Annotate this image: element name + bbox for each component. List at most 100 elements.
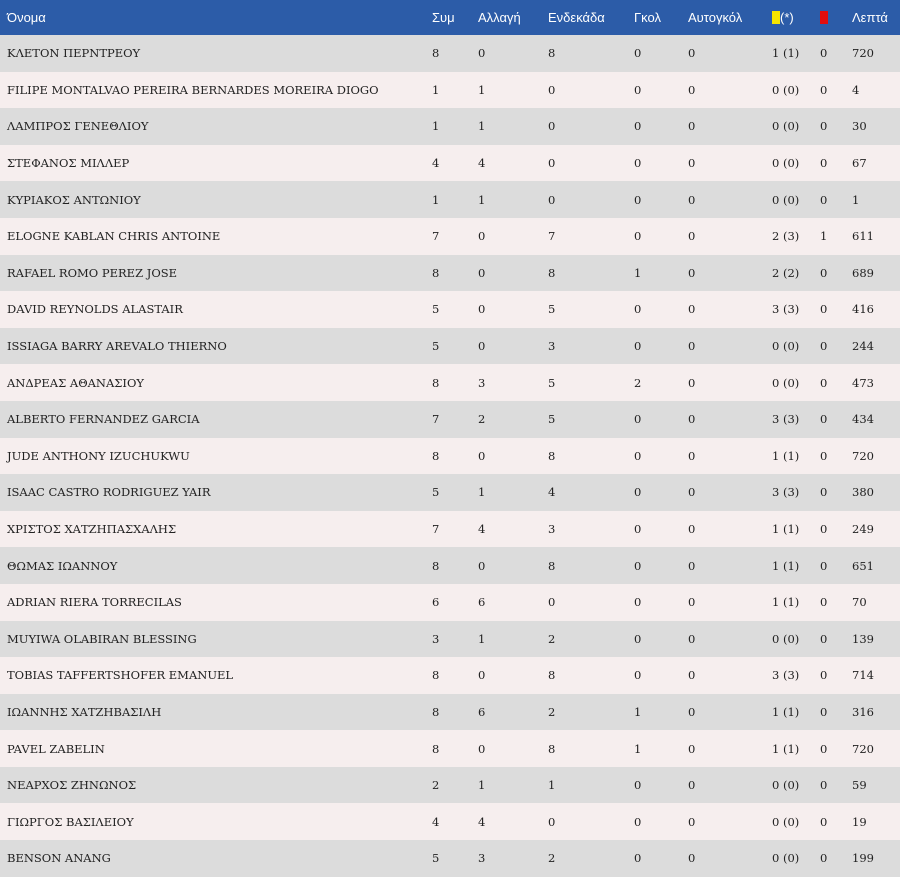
header-cell[interactable] xyxy=(813,0,845,35)
player-name[interactable]: TOBIAS TAFFERTSHOFER EMANUEL xyxy=(7,668,234,683)
stat-cell: 3 xyxy=(548,522,556,537)
stat-cell: 5 xyxy=(432,302,440,317)
header-cell[interactable]: Λεπτά xyxy=(852,10,888,25)
player-name[interactable]: ΧΡΙΣΤΟΣ ΧΑΤΖΗΠΑΣΧΑΛΗΣ xyxy=(7,522,177,537)
stat-cell: 0 xyxy=(634,412,642,427)
stat-cell: 199 xyxy=(852,851,874,866)
player-name[interactable]: ΣΤΕΦΑΝΟΣ ΜΙΛΛΕΡ xyxy=(7,156,130,171)
player-name[interactable]: MUYIWA OLABIRAN BLESSING xyxy=(7,631,197,646)
player-name[interactable]: ADRIAN RIERA TORRECILAS xyxy=(7,595,182,610)
stat-cell: 67 xyxy=(852,156,867,171)
stat-cell: 0 (0) xyxy=(772,631,800,646)
stat-cell: 1 (1) xyxy=(772,704,800,719)
player-name[interactable]: ΝΕΑΡΧΟΣ ΖΗΝΩΝΟΣ xyxy=(7,778,137,793)
stat-cell: 0 xyxy=(634,448,642,463)
stat-cell: 0 xyxy=(688,851,696,866)
player-name[interactable]: DAVID REYNOLDS ALASTAIR xyxy=(7,302,183,317)
player-row: ΚΛΕΤΟΝ ΠΕΡΝΤΡΕΟΥ 8 0 8 0 0 1 (1) 0 720 xyxy=(0,35,900,72)
header-cell[interactable]: Ενδεκάδα xyxy=(548,10,605,25)
header-cell[interactable]: Συμ xyxy=(432,10,455,25)
stat-cell: 0 xyxy=(820,851,828,866)
stat-cell: 720 xyxy=(852,741,874,756)
header-cell[interactable]: Όνομα xyxy=(7,10,46,25)
player-name[interactable]: BENSON ANANG xyxy=(7,851,111,866)
stat-cell: 0 (0) xyxy=(772,82,800,97)
player-name[interactable]: ISSIAGA BARRY AREVALO THIERNO xyxy=(7,339,227,354)
stat-cell: 4 xyxy=(432,814,440,829)
stat-cell: 0 xyxy=(688,485,696,500)
stat-cell: 0 xyxy=(688,814,696,829)
player-name[interactable]: ELOGNE KABLAN CHRIS ANTOINE xyxy=(7,229,221,244)
player-row: ΓΙΩΡΓΟΣ ΒΑΣΙΛΕΙΟΥ 4 4 0 0 0 0 (0) 0 19 xyxy=(0,803,900,841)
stat-cell: 0 xyxy=(688,412,696,427)
stat-cell: 0 xyxy=(688,448,696,463)
stat-cell: 2 (3) xyxy=(772,229,800,244)
stat-cell: 611 xyxy=(852,229,874,244)
stat-cell: 4 xyxy=(478,522,486,537)
table-header: Όνομα Συμ Αλλαγή Ενδεκάδα Γκολ Αυτογκόλ … xyxy=(0,0,900,35)
header-cell[interactable]: Γκολ xyxy=(634,10,661,25)
stat-cell: 0 (0) xyxy=(772,778,800,793)
stat-cell: 0 xyxy=(820,119,828,134)
player-name[interactable]: ΑΝΔΡΕΑΣ ΑΘΑΝΑΣΙΟΥ xyxy=(7,375,144,390)
stat-cell: 416 xyxy=(852,302,874,317)
stat-cell: 0 xyxy=(820,46,828,61)
player-name[interactable]: ΚΛΕΤΟΝ ΠΕΡΝΤΡΕΟΥ xyxy=(7,46,141,61)
stat-cell: 1 xyxy=(478,778,486,793)
stat-cell: 0 xyxy=(478,448,486,463)
player-name[interactable]: ΛΑΜΠΡΟΣ ΓΕΝΕΘΛΙΟΥ xyxy=(7,119,149,134)
stat-cell: 0 xyxy=(548,192,556,207)
stat-cell: 8 xyxy=(548,668,556,683)
player-name[interactable]: ΙΩΑΝΝΗΣ ΧΑΤΖΗΒΑΣΙΛΗ xyxy=(7,704,162,719)
header-cell[interactable]: Αυτογκόλ xyxy=(688,10,743,25)
stat-cell: 0 xyxy=(688,558,696,573)
stat-cell: 1 xyxy=(478,192,486,207)
player-name[interactable]: JUDE ANTHONY IZUCHUKWU xyxy=(7,448,190,463)
stat-cell: 0 xyxy=(820,668,828,683)
stat-cell: 8 xyxy=(548,448,556,463)
player-name[interactable]: FILIPE MONTALVAO PEREIRA BERNARDES MOREI… xyxy=(7,82,379,97)
player-name[interactable]: ISAAC CASTRO RODRIGUEZ YAIR xyxy=(7,485,211,500)
stat-cell: 0 xyxy=(820,82,828,97)
stat-cell: 0 (0) xyxy=(772,156,800,171)
stat-cell: 0 xyxy=(548,814,556,829)
player-row: ISAAC CASTRO RODRIGUEZ YAIR 5 1 4 0 0 3 (3) 0 38… xyxy=(0,474,900,511)
player-row: JUDE ANTHONY IZUCHUKWU 8 0 8 0 0 1 (1) 0 720 xyxy=(0,437,900,475)
stat-cell: 0 xyxy=(634,595,642,610)
player-name[interactable]: ΓΙΩΡΓΟΣ ΒΑΣΙΛΕΙΟΥ xyxy=(7,814,134,829)
player-row: ΘΩΜΑΣ ΙΩΑΝΝΟΥ 8 0 8 0 0 1 (1) 0 651 xyxy=(0,547,900,584)
stat-cell: 0 xyxy=(820,704,828,719)
stat-cell: 1 xyxy=(634,704,642,719)
stat-cell: 8 xyxy=(432,704,440,719)
stat-cell: 0 xyxy=(820,302,828,317)
player-name[interactable]: PAVEL ZABELIN xyxy=(7,741,105,756)
player-name[interactable]: RAFAEL ROMO PEREZ JOSE xyxy=(7,265,178,280)
stat-cell: 0 xyxy=(634,778,642,793)
stat-cell: 0 xyxy=(688,302,696,317)
player-name[interactable]: ΚΥΡΙΑΚΟΣ ΑΝΤΩΝΙΟΥ xyxy=(7,192,141,207)
stat-cell: 0 (0) xyxy=(772,119,800,134)
stat-cell: 0 xyxy=(688,741,696,756)
stat-cell: 0 xyxy=(634,302,642,317)
stat-cell: 3 (3) xyxy=(772,412,800,427)
player-name[interactable]: ΘΩΜΑΣ ΙΩΑΝΝΟΥ xyxy=(7,558,118,573)
stat-cell: 1 xyxy=(478,119,486,134)
stat-cell: 0 xyxy=(548,595,556,610)
player-name[interactable]: ALBERTO FERNANDEZ GARCIA xyxy=(7,412,200,427)
stat-cell: 0 xyxy=(634,522,642,537)
stat-cell: 0 xyxy=(820,448,828,463)
stat-cell: 0 (0) xyxy=(772,814,800,829)
stat-cell: 0 xyxy=(820,814,828,829)
stat-cell: 0 xyxy=(820,485,828,500)
stat-cell: 5 xyxy=(548,302,556,317)
stat-cell: 1 xyxy=(820,229,828,244)
header-cell[interactable]: (*) xyxy=(765,0,813,35)
stat-cell: 0 xyxy=(548,119,556,134)
stat-cell: 8 xyxy=(432,741,440,756)
stat-cell: 1 xyxy=(432,82,440,97)
header-cell[interactable]: Αλλαγή xyxy=(478,10,521,25)
stat-cell: 8 xyxy=(432,668,440,683)
stat-cell: 244 xyxy=(852,339,874,354)
stat-cell: 720 xyxy=(852,448,874,463)
stat-cell: 0 xyxy=(820,631,828,646)
